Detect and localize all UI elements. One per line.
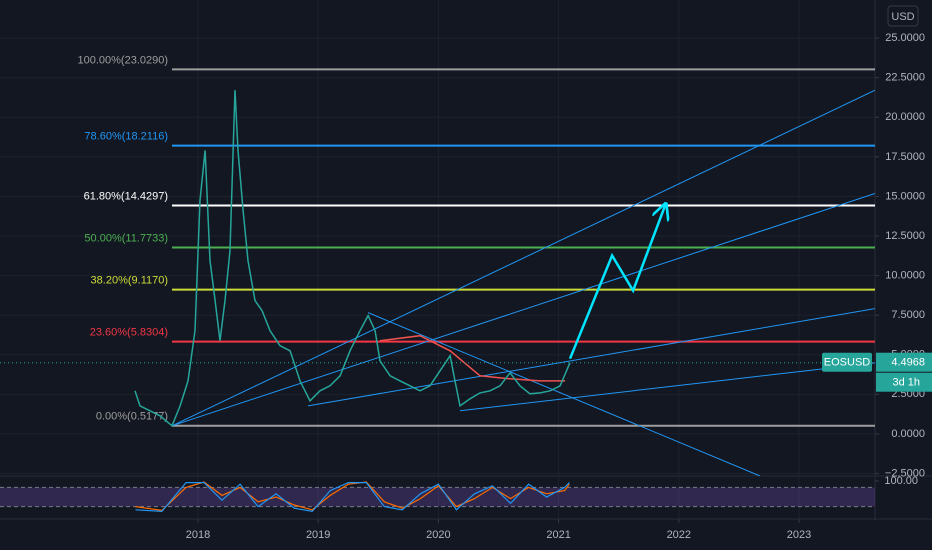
symbol-label: EOSUSD [824,357,871,369]
y-tick-label: 25.0000 [885,32,925,44]
x-tick-label: 2019 [306,529,330,541]
y-tick-label: 22.5000 [885,72,925,84]
y-tick-label: 0.0000 [891,428,925,440]
fib-label: 23.60%(5.8304) [90,327,168,339]
price-badge [876,352,932,372]
y-tick-label: 10.0000 [885,270,925,282]
countdown-badge [876,372,932,392]
y-tick-label: 20.0000 [885,111,925,123]
fib-label: 100.00%(23.0290) [78,54,169,66]
fib-label: 0.00%(0.5177) [96,411,168,423]
currency-button[interactable] [887,5,919,27]
stoch-band-fill [0,487,875,507]
price-label: 4.4968 [891,357,925,369]
x-tick-label: 2023 [787,529,811,541]
countdown-label: 3d 1h [892,377,920,389]
y-tick-label: 17.5000 [885,151,925,163]
fib-label: 61.80%(14.4297) [84,190,168,202]
moving-average [379,334,566,382]
trendline [171,89,875,427]
x-tick-label: 2018 [186,529,210,541]
forecast-arrow [568,206,665,360]
trendline [459,362,875,412]
stoch-k [135,482,570,513]
fib-label: 78.60%(18.2116) [84,131,168,143]
stoch-tick-label: 100.00 [884,475,918,487]
x-tick-label: 2021 [546,529,570,541]
trendline [171,192,875,427]
x-tick-label: 2020 [426,529,450,541]
price-line [134,90,571,428]
y-tick-label: 7.5000 [891,309,925,321]
y-tick-label: 15.0000 [885,190,925,202]
y-tick-label: −2.5000 [885,467,925,479]
trendline [307,308,875,407]
y-tick-label: 12.5000 [885,230,925,242]
symbol-badge [822,352,872,372]
fib-label: 50.00%(11.7733) [84,232,168,244]
x-tick-label: 2022 [667,529,691,541]
trendline [367,312,761,476]
fib-label: 38.20%(9.1170) [91,274,168,286]
currency: USD [891,11,914,23]
